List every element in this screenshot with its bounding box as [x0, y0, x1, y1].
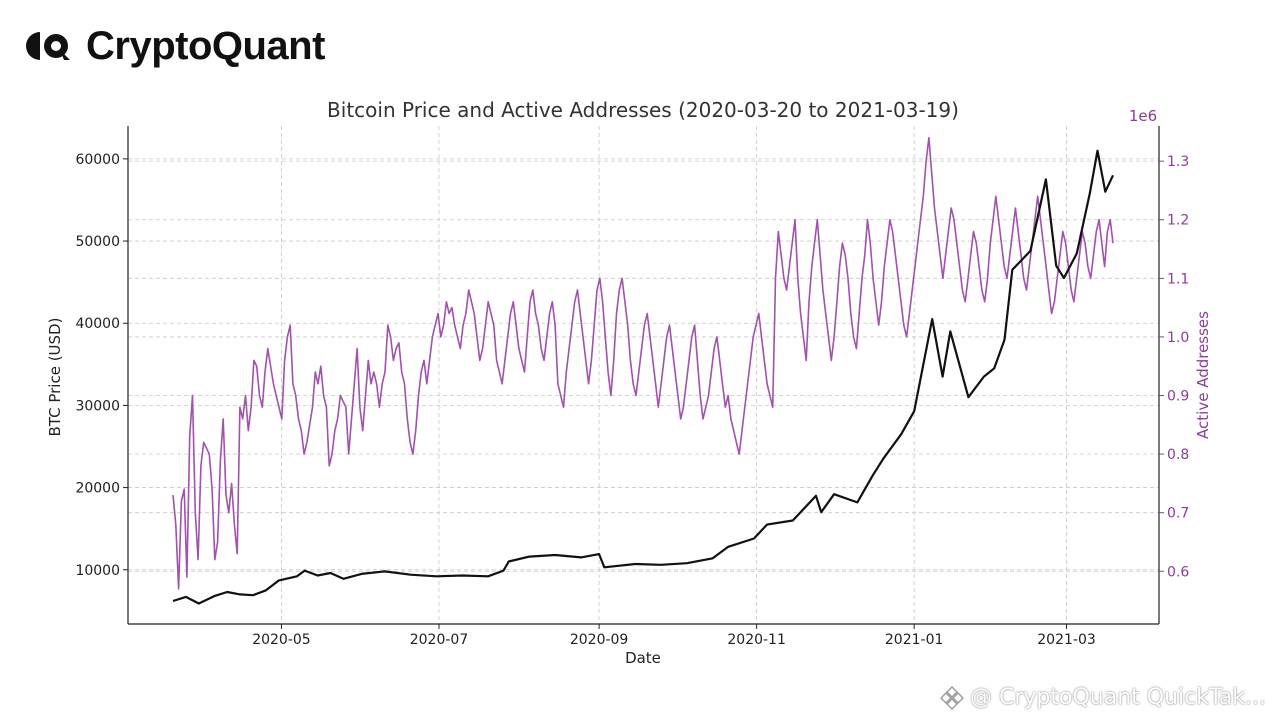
y-left-tick-label: 20000: [75, 481, 120, 497]
left-y-axis-ticks: 10000 20000 30000 40000 50000 60000: [75, 152, 128, 579]
x-axis-ticks: 2020-05 2020-07 2020-09 2020-11 2021-01 2021-…: [252, 624, 1096, 648]
y-left-tick-label: 30000: [75, 398, 120, 414]
y-right-tick-label: 0.6: [1167, 564, 1189, 580]
watermark: @ CryptoQuant QuickTak...: [940, 685, 1266, 710]
btc-price-line: [172, 149, 1114, 605]
y-left-tick-label: 10000: [75, 563, 120, 579]
y-left-tick-label: 40000: [75, 316, 120, 332]
right-y-axis-label: Active Addresses: [1194, 311, 1212, 439]
y-right-tick-label: 1.0: [1167, 330, 1189, 346]
x-tick-label: 2020-11: [727, 632, 786, 648]
watermark-text: @ CryptoQuant QuickTak...: [970, 685, 1266, 710]
y-right-tick-label: 1.2: [1167, 213, 1189, 229]
y-left-tick-label: 60000: [75, 152, 120, 168]
y-right-tick-label: 1.1: [1167, 271, 1189, 287]
axes: [127, 126, 1160, 625]
grid-lines: [128, 126, 1159, 624]
right-y-axis-ticks: 0.6 0.7 0.8 0.9 1.0 1.1 1.2 1.3: [1159, 154, 1189, 580]
cryptoquant-logo-icon: [26, 32, 70, 60]
x-tick-label: 2020-09: [570, 632, 629, 648]
x-tick-label: 2020-07: [410, 632, 469, 648]
y-right-tick-label: 0.9: [1167, 389, 1189, 405]
diamond-logo-icon: [940, 685, 964, 710]
series-lines: [172, 136, 1114, 605]
y-right-tick-label: 0.7: [1167, 506, 1189, 522]
left-y-axis-label: BTC Price (USD): [46, 318, 64, 437]
y-right-tick-label: 1.3: [1167, 154, 1189, 170]
x-tick-label: 2021-03: [1037, 632, 1096, 648]
cryptoquant-logo: CryptoQuant: [24, 22, 325, 70]
brand-name: CryptoQuant: [86, 23, 325, 68]
x-tick-label: 2021-01: [885, 632, 944, 648]
y-left-tick-label: 50000: [75, 234, 120, 250]
x-axis-label: Date: [625, 649, 661, 667]
active-addresses-line: [172, 136, 1114, 590]
x-tick-label: 2020-05: [252, 632, 311, 648]
chart-title: Bitcoin Price and Active Addresses (2020…: [327, 98, 959, 122]
y-right-tick-label: 0.8: [1167, 447, 1189, 463]
right-y-axis-multiplier: 1e6: [1129, 107, 1157, 125]
